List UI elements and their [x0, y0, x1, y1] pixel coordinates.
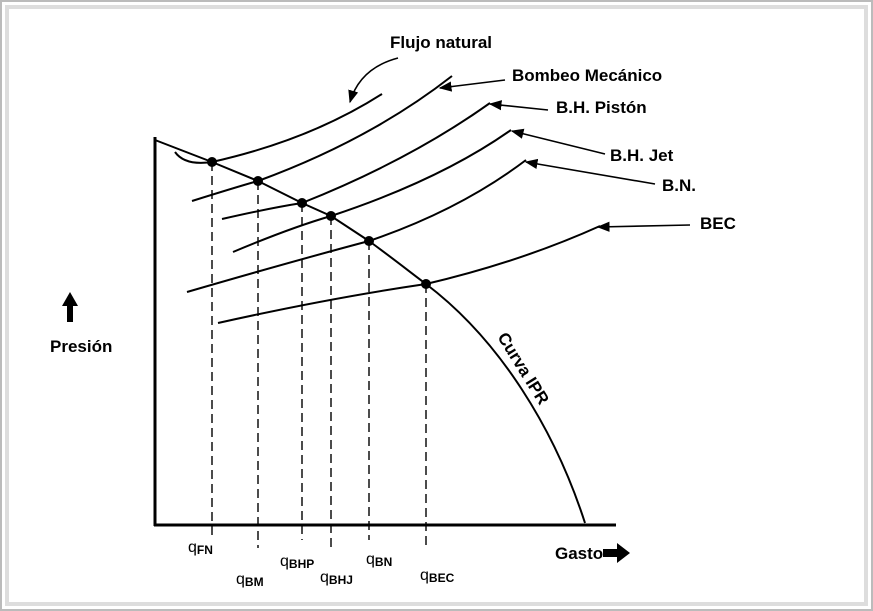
rate-subscript: BHP — [289, 557, 314, 571]
rate-subscript: BM — [245, 575, 264, 589]
right-arrow — [603, 543, 630, 563]
rate-symbol: q — [188, 539, 197, 556]
curve-bombeo-mecanico — [191, 75, 453, 202]
rate-label: qBEC — [420, 567, 455, 585]
label-arrows — [348, 57, 691, 232]
rate-symbol: q — [280, 553, 289, 570]
rate-symbol: q — [366, 551, 375, 568]
curve-label: BEC — [700, 214, 736, 233]
curve-label: Flujo natural — [390, 33, 492, 52]
rate-label: qBHP — [280, 553, 314, 571]
operating-points — [207, 157, 431, 548]
rate-subscript: BN — [375, 555, 392, 569]
rate-symbol: q — [320, 569, 329, 586]
rate-label: qBHJ — [320, 569, 353, 587]
rate-label: qBM — [236, 571, 264, 589]
rate-subscript: BEC — [429, 571, 455, 585]
curve-label: Bombeo Mecánico — [512, 66, 662, 85]
up-arrow — [62, 292, 78, 322]
rate-label: qBN — [366, 551, 392, 569]
curve-flujo-natural — [174, 93, 383, 164]
frame-shadow — [5, 5, 868, 606]
rate-symbol: q — [420, 567, 429, 584]
curve-bh-jet — [232, 129, 512, 253]
x-axis-label: Gasto — [555, 544, 603, 563]
curve-label: B.H. Jet — [610, 146, 674, 165]
rate-subscript: BHJ — [329, 573, 353, 587]
curve-label: B.N. — [662, 176, 696, 195]
rate-symbol: q — [236, 571, 245, 588]
curve-label: B.H. Pistón — [556, 98, 647, 117]
curve-bh-piston — [221, 102, 491, 220]
rate-subscript: FN — [197, 543, 213, 557]
y-axis-label: Presión — [50, 337, 112, 356]
rate-label: qFN — [188, 539, 213, 557]
